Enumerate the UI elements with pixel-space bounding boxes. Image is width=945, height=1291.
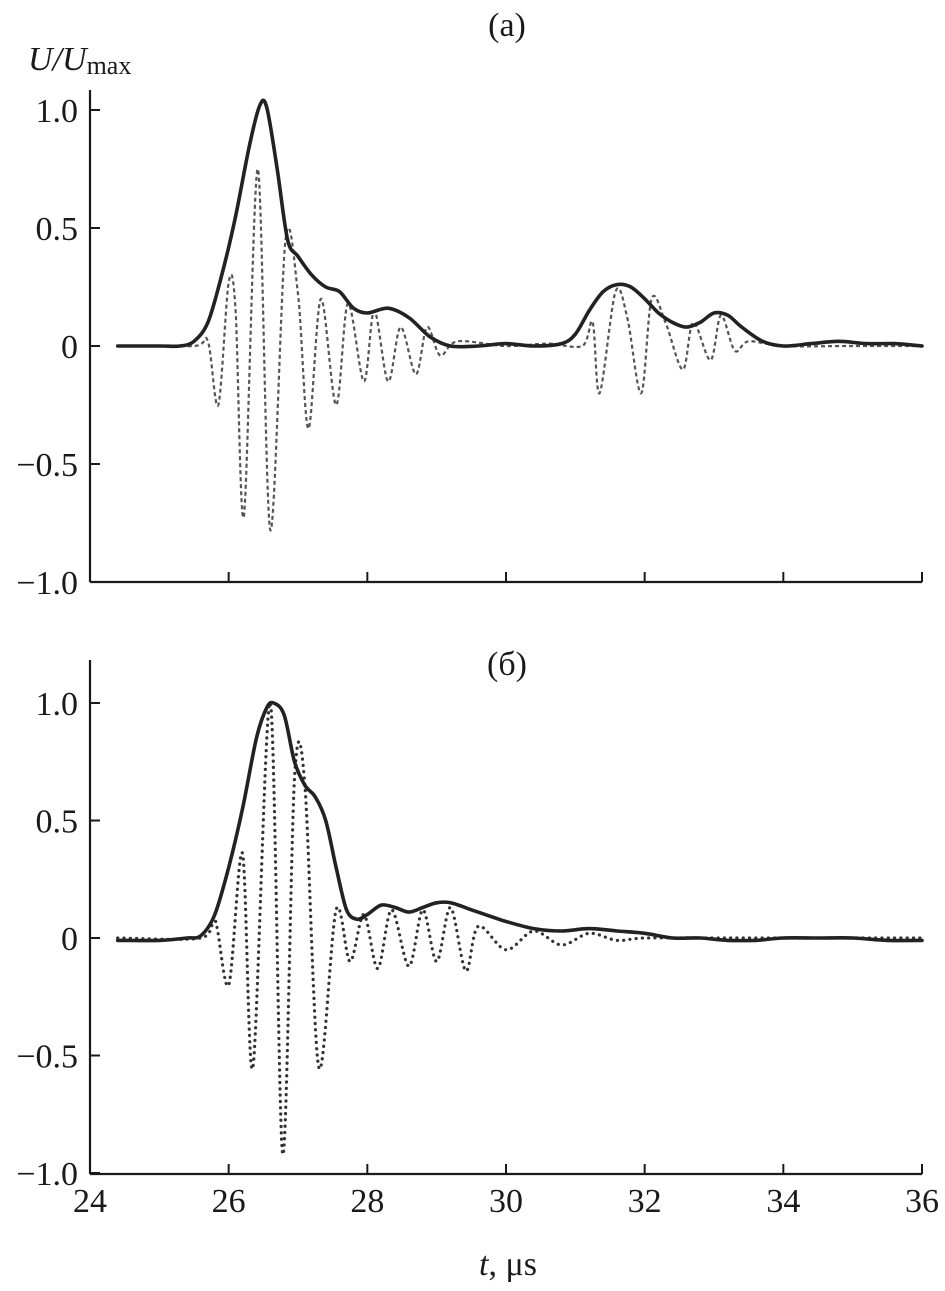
y-tick-label: 0.5 [36, 211, 79, 248]
y-tick-label: 0 [61, 329, 78, 366]
x-tick-label: 26 [212, 1183, 246, 1220]
panel-a: (а) 1.0 0.5 0 −0.5 −1.0 [16, 7, 924, 602]
x-tick-label: 34 [766, 1183, 800, 1220]
y-tick-label: 1.0 [36, 686, 79, 723]
panel-a-series [115, 98, 924, 532]
y-tick-label: −1.0 [16, 1156, 78, 1193]
x-tick-label: 30 [489, 1183, 523, 1220]
envelope-line [115, 98, 924, 349]
panel-b-series [115, 700, 924, 1156]
y-tick-label: −0.5 [16, 447, 78, 484]
panel-b: (б) 1.0 0.5 0 −0.5 −1.024 26 28 30 32 34 36 [16, 646, 939, 1220]
x-axis-title-unit: , μs [488, 1246, 536, 1283]
x-axis-title-var: t [479, 1246, 490, 1283]
x-tick-label: 36 [905, 1183, 939, 1220]
x-tick-label: 24 [73, 1183, 107, 1220]
y-tick-label: −0.5 [16, 1039, 78, 1076]
x-tick-label: 28 [350, 1183, 384, 1220]
envelope-line [115, 700, 924, 943]
y-tick-label: 0.5 [36, 804, 79, 841]
panel-b-label: (б) [487, 646, 527, 683]
panel-a-axes: 1.0 0.5 0 −0.5 −1.0 [16, 90, 923, 602]
x-axis-title: t, μs [479, 1246, 537, 1283]
y-axis-title-main: U/U [28, 41, 89, 78]
signal-dotted-line [116, 701, 924, 1156]
y-tick-label: 0 [61, 921, 78, 958]
panel-b-axes: 1.0 0.5 0 −0.5 −1.024 26 28 30 32 34 36 [16, 660, 939, 1220]
x-tick-label: 32 [628, 1183, 662, 1220]
y-axis-title: U/Umax [28, 41, 131, 80]
y-tick-label: 1.0 [36, 93, 79, 130]
y-tick-label: −1.0 [16, 565, 78, 602]
panel-a-label: (а) [488, 7, 526, 44]
signal-dashed-line [117, 167, 922, 532]
y-axis-title-subscript: max [87, 51, 132, 80]
